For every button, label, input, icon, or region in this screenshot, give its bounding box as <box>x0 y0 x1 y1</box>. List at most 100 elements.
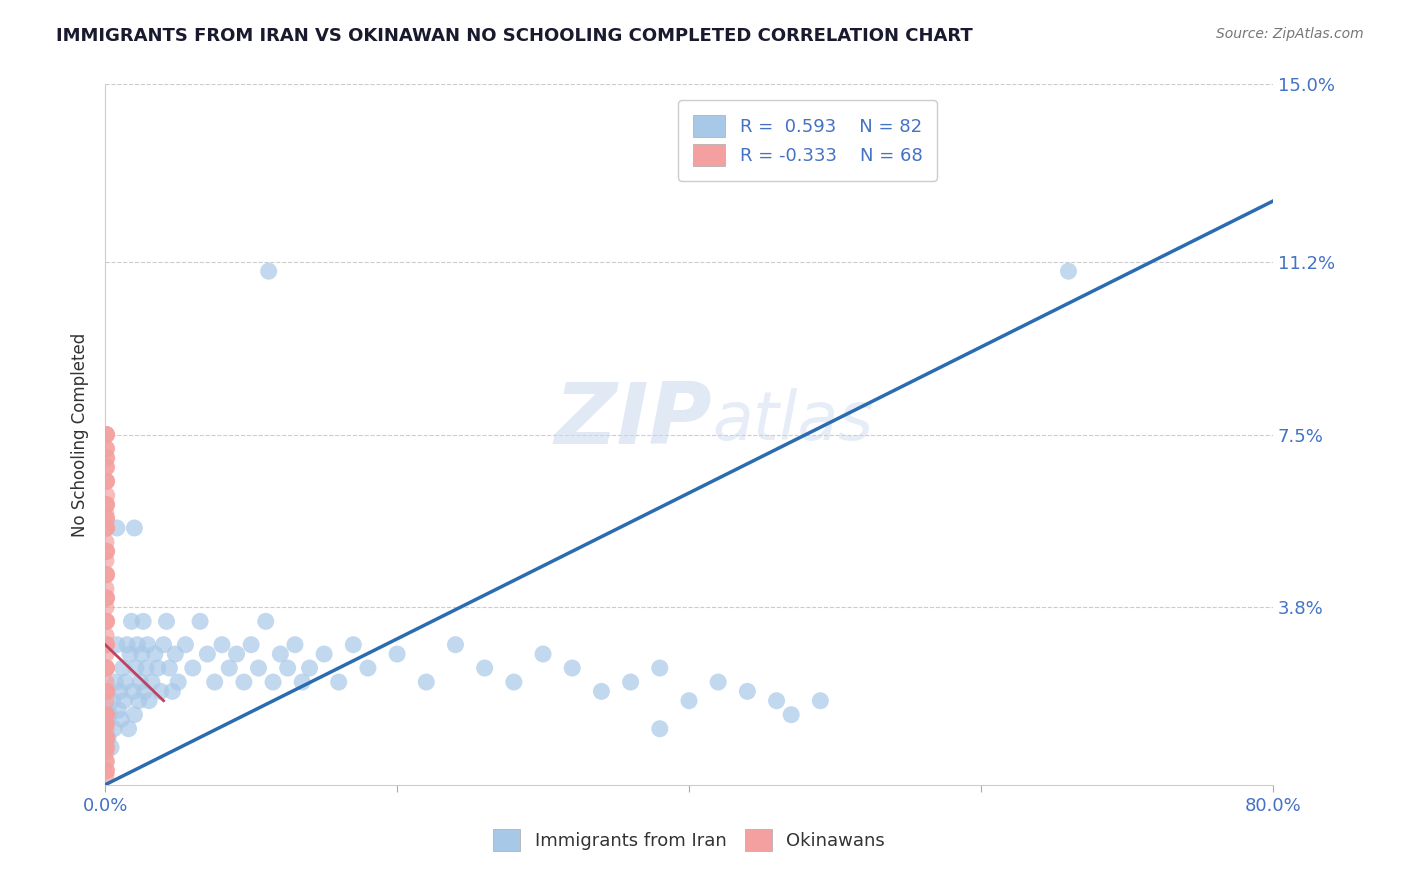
Point <box>96 567 118 582</box>
Point <box>94 661 117 675</box>
Point <box>342 638 364 652</box>
Point <box>94 427 117 442</box>
Legend: Immigrants from Iran, Okinawans: Immigrants from Iran, Okinawans <box>484 820 894 860</box>
Point <box>648 722 671 736</box>
Point <box>100 740 122 755</box>
Point <box>96 475 118 489</box>
Point <box>96 731 118 745</box>
Text: ZIP: ZIP <box>555 379 713 462</box>
Point <box>94 638 117 652</box>
Point <box>125 661 148 675</box>
Point <box>138 694 160 708</box>
Point <box>765 694 787 708</box>
Point <box>94 647 117 661</box>
Point <box>94 567 117 582</box>
Point <box>135 661 157 675</box>
Point <box>94 684 117 698</box>
Point <box>94 740 117 755</box>
Point <box>114 675 136 690</box>
Point <box>94 582 117 596</box>
Point <box>247 661 270 675</box>
Point <box>96 764 118 778</box>
Point <box>118 647 141 661</box>
Point <box>104 675 127 690</box>
Point <box>94 675 117 690</box>
Point <box>136 638 159 652</box>
Point <box>96 511 118 525</box>
Point <box>328 675 350 690</box>
Point <box>108 684 131 698</box>
Point <box>96 731 118 745</box>
Point <box>94 554 117 568</box>
Point <box>94 600 117 615</box>
Point <box>94 535 117 549</box>
Point <box>96 442 118 456</box>
Point <box>103 722 125 736</box>
Point <box>94 707 117 722</box>
Point <box>131 647 153 661</box>
Point <box>143 647 166 661</box>
Point <box>780 707 803 722</box>
Point <box>96 707 118 722</box>
Point <box>117 722 139 736</box>
Point <box>94 591 117 605</box>
Point <box>94 764 117 778</box>
Point <box>96 661 118 675</box>
Point <box>314 647 336 661</box>
Point <box>291 675 314 690</box>
Point <box>96 498 118 512</box>
Point <box>96 488 118 502</box>
Point <box>94 768 117 782</box>
Point <box>96 544 118 558</box>
Point <box>96 427 118 442</box>
Point <box>188 615 211 629</box>
Point <box>111 661 134 675</box>
Point <box>707 675 730 690</box>
Point <box>94 475 117 489</box>
Point <box>232 675 254 690</box>
Point <box>96 615 118 629</box>
Point <box>96 638 118 652</box>
Point <box>94 507 117 521</box>
Point <box>204 675 226 690</box>
Point <box>96 740 118 755</box>
Point <box>94 722 117 736</box>
Point <box>96 755 118 769</box>
Point <box>531 647 554 661</box>
Point <box>167 675 190 690</box>
Point <box>124 521 146 535</box>
Point <box>620 675 643 690</box>
Point <box>174 638 197 652</box>
Point <box>737 684 759 698</box>
Point <box>121 615 143 629</box>
Point <box>96 638 118 652</box>
Point <box>94 745 117 759</box>
Point <box>129 675 152 690</box>
Point <box>385 647 408 661</box>
Point <box>502 675 524 690</box>
Point <box>678 694 700 708</box>
Point <box>254 615 277 629</box>
Point <box>101 694 124 708</box>
Point <box>444 638 467 652</box>
Point <box>284 638 307 652</box>
Text: Source: ZipAtlas.com: Source: ZipAtlas.com <box>1216 27 1364 41</box>
Point <box>94 460 117 475</box>
Point <box>97 731 120 745</box>
Point <box>122 684 145 698</box>
Point <box>94 755 117 769</box>
Point <box>96 591 118 605</box>
Point <box>94 442 117 456</box>
Point <box>165 647 187 661</box>
Point <box>561 661 583 675</box>
Point <box>257 264 280 278</box>
Point <box>128 694 150 708</box>
Y-axis label: No Schooling Completed: No Schooling Completed <box>72 333 89 537</box>
Point <box>298 661 321 675</box>
Point <box>474 661 496 675</box>
Point <box>94 498 117 512</box>
Point <box>127 638 149 652</box>
Point <box>94 544 117 558</box>
Point <box>225 647 247 661</box>
Point <box>591 684 613 698</box>
